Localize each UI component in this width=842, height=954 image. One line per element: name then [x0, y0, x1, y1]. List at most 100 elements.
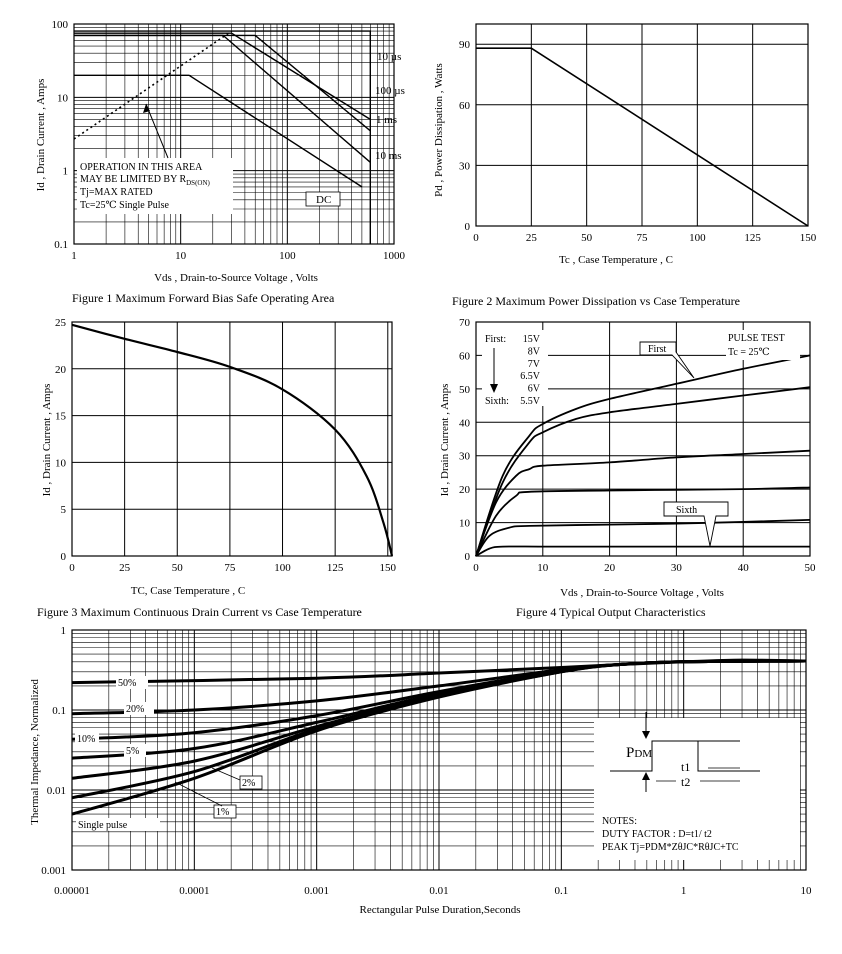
- figure-4-legend-value: 5.5V: [520, 396, 541, 407]
- figure-2-x-tick-label: 0: [473, 232, 479, 244]
- figure-1-y-tick-label: 10: [57, 92, 69, 104]
- figure-5-y-tick-label: 0.1: [52, 705, 66, 717]
- figure-2-ylabel: Pd , Power Dissipation , Watts: [433, 63, 445, 197]
- figure-1-annotation-line: MAY BE LIMITED BY RDS(ON): [80, 174, 211, 187]
- figure-3-caption: Figure 3 Maximum Continuous Drain Curren…: [37, 605, 362, 619]
- figure-5-curve-label-bg: [75, 732, 99, 745]
- figure-5-curve-label-bg: [76, 818, 160, 831]
- figure-3-x-tick-label: 150: [380, 562, 397, 574]
- figure-3-y-tick-label: 0: [61, 551, 67, 563]
- figure-5-2pct-pointer: [211, 767, 241, 781]
- figure-4-x-tick-label: 20: [604, 562, 616, 574]
- figure-2-y-tick-label: 30: [459, 160, 471, 172]
- figure-1-x-tick-label: 100: [279, 250, 296, 262]
- figure-5-note-line: DUTY FACTOR : D=t1/ t2: [602, 829, 712, 840]
- figure-2-x-tick-label: 125: [744, 232, 761, 244]
- figure-4-legend-arrowhead: [490, 384, 498, 393]
- figure-4-series-line: [475, 545, 810, 557]
- figure-5-x-tick-label: 0.0001: [179, 885, 209, 897]
- figure-5-t1-label: t1: [681, 760, 690, 774]
- figure-5-pulse-waveform: [610, 740, 760, 772]
- figure-4-series-line: [475, 354, 811, 557]
- figure-3-drain-current: 0 25 50 75 100 125 150 0 5 10 15 20 25 Figure 3 Maxi…: [37, 317, 397, 619]
- figure-4-x-tick-label: 0: [473, 562, 479, 574]
- figure-1-series-line: [74, 74, 363, 188]
- figure-2-y-tick-label: 90: [459, 39, 471, 51]
- figure-3-y-tick-label: 5: [61, 504, 67, 516]
- figure-5-x-tick-label: 0.00001: [54, 885, 90, 897]
- figure-4-x-tick-label: 30: [671, 562, 683, 574]
- figure-5-x-tick-label: 0.001: [304, 885, 329, 897]
- figure-5-x-tick-label: 1: [681, 885, 687, 897]
- figure-4-x-tick-label: 40: [738, 562, 750, 574]
- figure-1-annotation-line: Tj=MAX RATED: [80, 187, 153, 198]
- figure-1-caption: Figure 1 Maximum Forward Bias Safe Opera…: [72, 291, 335, 305]
- figure-5-t2-label: t2: [681, 775, 690, 789]
- figure-4-y-tick-label: 20: [459, 484, 471, 496]
- figure-1-series-line: [73, 30, 233, 140]
- figure-3-y-tick-label: 10: [55, 457, 67, 469]
- figure-4-series-line: [475, 486, 811, 557]
- figure-5-x-tick-label: 0.01: [429, 885, 448, 897]
- figure-4-pulse-bg: [726, 330, 800, 360]
- figure-1-plot-frame: [73, 23, 395, 245]
- figure-5-curve-label-bg: [239, 775, 263, 790]
- figure-4-y-tick-label: 50: [459, 384, 471, 396]
- figure-1-dc-box: [305, 191, 341, 207]
- figure-4-legend-value: 7V: [528, 359, 541, 370]
- figure-1-series-line: [74, 34, 371, 132]
- figure-5-curve-label-bg: [124, 702, 154, 715]
- figure-1-annotation-arrow: [145, 103, 169, 159]
- figure-3-y-tick-label: 15: [55, 411, 67, 423]
- figure-1-curve-label: 1 ms: [376, 114, 397, 126]
- figure-1-arrowhead: [143, 104, 150, 113]
- figure-5-x-tick-label: 0.1: [554, 885, 568, 897]
- figure-2-xlabel: Tc , Case Temperature , C: [559, 254, 673, 266]
- figure-1-curve-label: 10 ms: [375, 150, 402, 162]
- figure-4-ylabel: Id , Drain Current , Amps: [439, 384, 451, 497]
- figure-4-series-line: [475, 449, 811, 557]
- figure-4-sixth-callout: [663, 501, 729, 547]
- figure-5-curve-label: 10%: [77, 734, 95, 745]
- figure-2-y-tick-label: 0: [465, 221, 471, 233]
- figure-1-y-tick-label: 0.1: [54, 239, 68, 251]
- figure-3-xlabel: TC, Case Temperature , C: [131, 585, 246, 597]
- figure-5-pdm-label: PDM: [626, 745, 652, 761]
- figure-2-caption: Figure 2 Maximum Power Dissipation vs Ca…: [452, 294, 740, 308]
- figure-5-notes-box: [594, 718, 800, 860]
- figure-5-pdm-arrowhead-bottom: [642, 772, 650, 780]
- figure-2-series-line: [476, 47, 809, 227]
- figure-5-curve-label: 20%: [126, 704, 144, 715]
- figure-2-x-tick-label: 100: [689, 232, 706, 244]
- figure-4-legend-value: 6.5V: [520, 371, 541, 382]
- figure-1-annotation-line: Tc=25℃ Single Pulse: [80, 200, 169, 211]
- figure-3-ylabel: Id , Drain Current , Amps: [41, 384, 53, 497]
- figure-1-x-tick-label: 1000: [383, 250, 406, 262]
- figure-3-x-tick-label: 50: [172, 562, 184, 574]
- figure-5-pdm-arrowhead: [642, 731, 650, 739]
- figure-4-sixth-callout-label: Sixth: [676, 505, 697, 516]
- figure-2-power-dissipation: 0 25 50 75 100 125 150 0 30 60 90 Figure 2 Maximum…: [433, 23, 817, 308]
- figure-1-curve-label: 10 µs: [377, 51, 401, 63]
- figure-4-caption: Figure 4 Typical Output Characteristics: [516, 605, 706, 619]
- figure-2-x-tick-label: 150: [800, 232, 817, 244]
- figure-5-curve-label-bg: [213, 804, 237, 819]
- figure-5-curve-label: 50%: [118, 678, 136, 689]
- figure-1-curve-label: 100 µs: [375, 85, 405, 97]
- figure-4-y-tick-label: 60: [459, 350, 471, 362]
- figure-5-curve-label: 2%: [242, 778, 255, 789]
- figure-3-x-tick-label: 125: [327, 562, 344, 574]
- figure-5-y-tick-label: 0.001: [41, 865, 66, 877]
- figure-5-curve-label: 5%: [126, 746, 139, 757]
- figure-4-series-line: [475, 519, 811, 557]
- figure-4-y-tick-label: 10: [459, 518, 471, 530]
- figure-1-x-tick-label: 10: [175, 250, 187, 262]
- figure-5-series-line: [71, 659, 807, 816]
- figure-4-first-callout: [639, 341, 695, 379]
- figure-5-xlabel: Rectangular Pulse Duration,Seconds: [360, 904, 521, 916]
- figure-5-thermal-impedance: 0.00001 0.0001 0.001 0.01 0.1 1 10 0.001 0.01 0.1…: [29, 625, 812, 916]
- figure-5-plot-frame: [71, 629, 807, 871]
- figure-5-curve-label: 1%: [216, 807, 229, 818]
